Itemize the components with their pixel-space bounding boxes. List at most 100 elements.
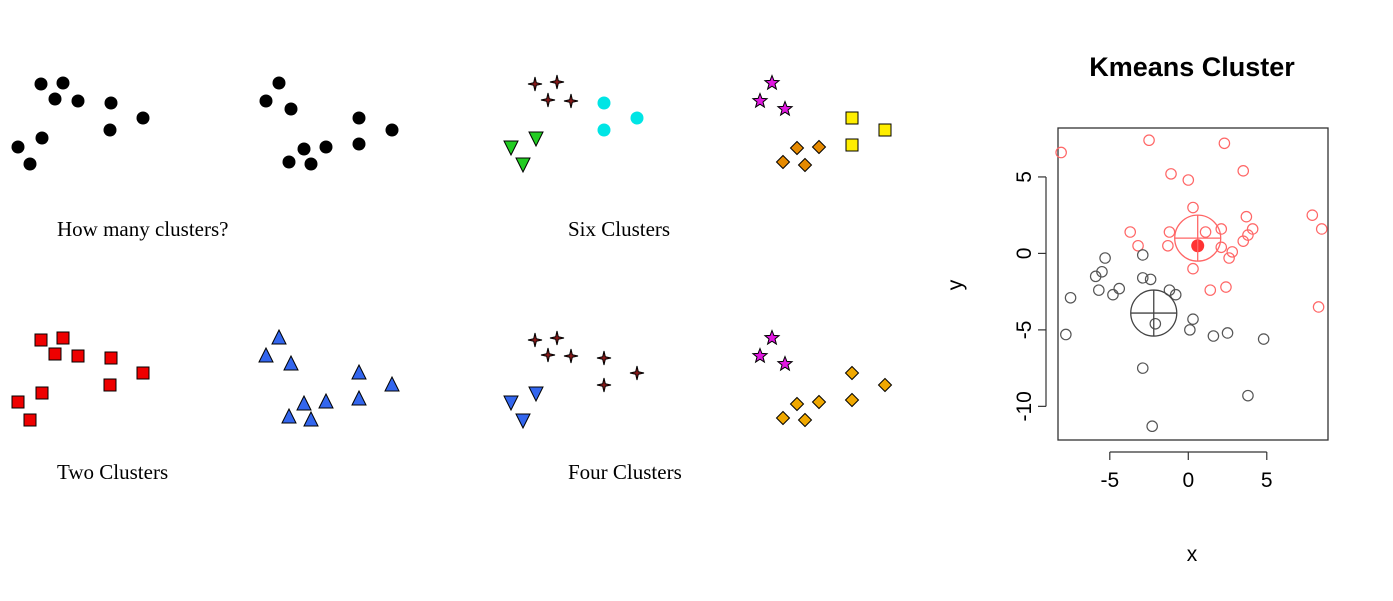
kmeans-cluster-1-point-6 <box>1237 165 1250 177</box>
cluster-2-point-1 <box>528 386 544 403</box>
x-tick-label: 5 <box>1261 469 1273 492</box>
cluster-1-point-2 <box>549 74 565 90</box>
x-tick-label: 0 <box>1182 469 1194 492</box>
cluster-4-point-2 <box>877 377 893 393</box>
cluster-2-point-3 <box>283 354 299 371</box>
panel-six-clusters: Six Clusters <box>503 74 892 241</box>
cluster-5-point-3 <box>775 154 791 170</box>
cluster-1-point-7 <box>596 377 612 393</box>
cluster-3-point-3 <box>776 355 794 372</box>
kmeans-cluster-1-point-18 <box>1215 241 1228 254</box>
y-tick-label: -10 <box>1013 391 1036 421</box>
kmeans-cluster-1-point-9 <box>1132 239 1144 252</box>
caption-two-clusters: Two Clusters <box>57 460 168 484</box>
cluster-1-point-1 <box>527 76 543 92</box>
cluster-1-point-16 <box>352 137 366 151</box>
kmeans-cluster-1-point-23 <box>1220 281 1232 293</box>
kmeans-plot: Kmeans Cluster -5 0 5 -10 -5 0 5 x y <box>944 52 1329 566</box>
kmeans-cluster-2-point-9 <box>1107 288 1119 301</box>
cluster-2-point-2 <box>630 111 644 125</box>
kmeans-cluster-1-point-19 <box>1226 246 1239 258</box>
cluster-3-point-1 <box>528 131 544 148</box>
cluster-2-point-2 <box>503 395 519 412</box>
kmeans-cluster-2-point-20 <box>1136 362 1149 374</box>
cluster-3-point-1 <box>763 329 781 346</box>
kmeans-cluster-1-point-20 <box>1223 252 1235 264</box>
cluster-1-point-4 <box>71 349 85 363</box>
cluster-2-point-4 <box>351 363 367 380</box>
cluster-6-point-2 <box>878 123 892 137</box>
cluster-1-point-4 <box>563 93 579 109</box>
cluster-4-point-6 <box>775 410 791 426</box>
cluster-3-point-2 <box>503 140 519 157</box>
kmeans-cluster-1-point-2 <box>1143 134 1155 147</box>
cluster-6-point-3 <box>845 138 859 152</box>
cluster-4-point-2 <box>751 92 769 109</box>
cluster-1-point-2 <box>56 76 70 90</box>
kmeans-cluster-2-point-8 <box>1093 284 1105 296</box>
cluster-1-point-9 <box>11 395 25 409</box>
cluster-2-point-2 <box>258 346 274 363</box>
cluster-2-point-6 <box>351 389 367 406</box>
cluster-1-point-3 <box>48 92 62 106</box>
cluster-1-point-18 <box>319 140 333 154</box>
kmeans-cluster-2-point-21 <box>1242 389 1254 402</box>
cluster-1-point-6 <box>629 365 645 381</box>
kmeans-cluster-1-point-12 <box>1199 226 1212 238</box>
cluster-1-point-13 <box>284 102 298 116</box>
panel-how-many-clusters: How many clusters? <box>11 76 399 241</box>
kmeans-cluster-2-point-16 <box>1184 324 1196 336</box>
cluster-1-point-8 <box>35 131 49 145</box>
cluster-5-point-2 <box>811 139 827 155</box>
panel-two-clusters: Two Clusters <box>11 328 400 484</box>
kmeans-cluster-2-point-7 <box>1113 282 1126 295</box>
cluster-1-point-6 <box>136 111 150 125</box>
cluster-1-point-12 <box>259 94 273 108</box>
cluster-2-point-5 <box>384 375 400 392</box>
kmeans-title: Kmeans Cluster <box>1089 52 1295 82</box>
kmeans-cluster-1-point-11 <box>1162 239 1174 252</box>
cluster-1-point-5 <box>104 351 118 365</box>
cluster-3-point-3 <box>515 157 531 174</box>
cluster-6-point-1 <box>845 111 859 125</box>
x-axis-label: x <box>1187 543 1198 566</box>
cluster-4-point-1 <box>763 74 781 91</box>
cluster-2-point-7 <box>296 394 312 411</box>
cluster-1-point-7 <box>103 123 117 137</box>
cluster-1-point-5 <box>596 350 612 366</box>
cluster-1-point-15 <box>385 123 399 137</box>
cluster-1-point-3 <box>48 347 62 361</box>
kmeans-cluster-1-point-3 <box>1218 137 1231 150</box>
kmeans-cluster-2-point-13 <box>1149 317 1162 330</box>
kmeans-cluster-1-point-7 <box>1187 201 1199 214</box>
kmeans-cluster-2-point-4 <box>1089 270 1102 283</box>
cluster-1-point-10 <box>23 413 37 427</box>
kmeans-cluster-2-point-6 <box>1144 273 1157 286</box>
kmeans-cluster-2-point-10 <box>1064 291 1077 304</box>
kmeans-cluster-1-point-22 <box>1204 284 1217 296</box>
kmeans-cluster-2-point-5 <box>1136 272 1149 284</box>
caption-how-many-clusters: How many clusters? <box>57 217 228 241</box>
kmeans-cluster-2-point-14 <box>1187 313 1199 325</box>
kmeans-cluster-1-point-25 <box>1315 223 1328 235</box>
cluster-3-point-2 <box>751 347 769 364</box>
kmeans-cluster-2-point-2 <box>1136 249 1149 261</box>
cluster-1-point-5 <box>104 96 118 110</box>
kmeans-cluster-2-point-17 <box>1207 330 1220 342</box>
kmeans-cluster-1-point-26 <box>1312 301 1325 313</box>
kmeans-cluster-1-point-21 <box>1187 262 1199 275</box>
y-tick-label: -5 <box>1013 321 1036 340</box>
cluster-1-point-19 <box>282 155 296 169</box>
cluster-2-point-10 <box>303 410 319 427</box>
cluster-1-point-1 <box>34 333 48 347</box>
kmeans-cluster-2-point-22 <box>1146 420 1158 433</box>
cluster-2-point-8 <box>318 392 334 409</box>
cluster-1-point-3 <box>540 347 556 363</box>
kmeans-cluster-1-point-24 <box>1306 209 1319 221</box>
cluster-4-point-1 <box>844 365 860 381</box>
cluster-2-point-1 <box>597 96 611 110</box>
y-tick-label: 0 <box>1013 248 1036 260</box>
cluster-2-point-1 <box>271 328 287 345</box>
cluster-1-point-6 <box>136 366 150 380</box>
